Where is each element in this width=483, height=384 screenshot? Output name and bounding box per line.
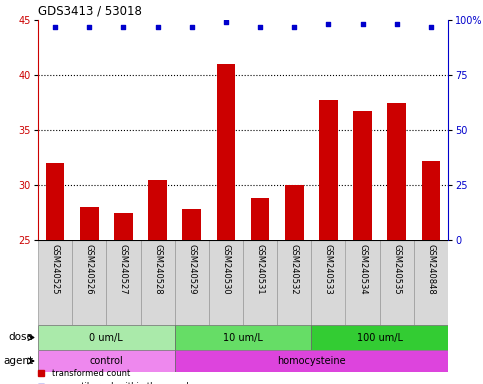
Point (51, 23, 59, 30)
Bar (345, 240, 380, 325)
Bar (80, 207, 99, 240)
Bar (285, 185, 304, 240)
Text: 100 um/L: 100 um/L (356, 333, 403, 343)
Bar (380, 240, 414, 325)
Point (290, 23, 298, 30)
Text: percentile rank within the sample: percentile rank within the sample (53, 382, 195, 384)
Text: dose: dose (8, 333, 33, 343)
Bar (319, 100, 338, 240)
Text: GSM240848: GSM240848 (426, 244, 435, 295)
Bar (251, 198, 270, 240)
Text: GSM240526: GSM240526 (85, 244, 94, 295)
Text: GSM240534: GSM240534 (358, 244, 367, 295)
Bar (175, 325, 312, 350)
Text: GSM240533: GSM240533 (324, 244, 333, 295)
Bar (38, 325, 175, 350)
Bar (38, 350, 175, 372)
Text: agent: agent (3, 356, 33, 366)
Point (359, 22, 367, 28)
Text: transformed count: transformed count (53, 369, 131, 377)
Text: GSM240525: GSM240525 (51, 244, 59, 295)
Text: GSM240531: GSM240531 (256, 244, 265, 295)
Bar (175, 350, 448, 372)
Bar (148, 179, 167, 240)
Bar (312, 240, 345, 325)
Bar (106, 240, 141, 325)
Bar (312, 325, 448, 350)
Bar (141, 240, 175, 325)
Bar (209, 240, 243, 325)
Bar (277, 240, 312, 325)
Text: GDS3413 / 53018: GDS3413 / 53018 (38, 5, 142, 18)
Point (222, 19, 230, 25)
Bar (414, 240, 448, 325)
Text: homocysteine: homocysteine (277, 356, 346, 366)
Point (325, 22, 332, 28)
Text: 10 um/L: 10 um/L (223, 333, 263, 343)
Point (85, 23, 93, 30)
Point (393, 22, 400, 28)
Bar (72, 240, 106, 325)
Text: GSM240535: GSM240535 (392, 244, 401, 295)
Bar (216, 64, 235, 240)
Point (120, 23, 128, 30)
Bar (46, 163, 64, 240)
Text: GSM240532: GSM240532 (290, 244, 299, 295)
Point (188, 23, 196, 30)
Text: control: control (89, 356, 123, 366)
Point (427, 23, 435, 30)
Text: GSM240527: GSM240527 (119, 244, 128, 295)
Text: GSM240529: GSM240529 (187, 244, 196, 295)
Point (154, 23, 161, 30)
Text: GSM240530: GSM240530 (221, 244, 230, 295)
Bar (183, 209, 201, 240)
Bar (387, 103, 406, 240)
Bar (353, 111, 372, 240)
Bar (422, 161, 440, 240)
Point (256, 23, 264, 30)
Bar (175, 240, 209, 325)
Bar (38, 240, 72, 325)
Bar (114, 212, 133, 240)
Text: 0 um/L: 0 um/L (89, 333, 123, 343)
Text: GSM240528: GSM240528 (153, 244, 162, 295)
Bar (243, 240, 277, 325)
